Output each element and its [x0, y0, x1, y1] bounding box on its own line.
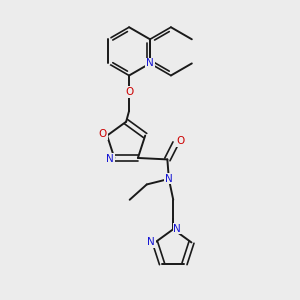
Text: N: N	[165, 174, 173, 184]
Text: N: N	[173, 224, 181, 234]
Text: O: O	[125, 87, 133, 97]
Text: O: O	[176, 136, 184, 146]
Text: N: N	[147, 237, 155, 247]
Text: N: N	[106, 154, 114, 164]
Text: O: O	[99, 129, 107, 140]
Text: N: N	[146, 58, 154, 68]
